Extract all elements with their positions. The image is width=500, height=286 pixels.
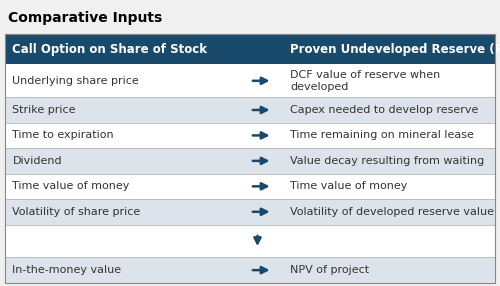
- Bar: [5, 174, 495, 199]
- Text: Time to expiration: Time to expiration: [12, 130, 114, 140]
- Text: Capex needed to develop reserve: Capex needed to develop reserve: [290, 105, 478, 115]
- Text: Call Option on Share of Stock: Call Option on Share of Stock: [12, 43, 207, 56]
- Text: NPV of project: NPV of project: [290, 265, 369, 275]
- Bar: [5, 199, 495, 225]
- Bar: [5, 225, 495, 257]
- Bar: [5, 34, 495, 64]
- Text: Value decay resulting from waiting: Value decay resulting from waiting: [290, 156, 484, 166]
- Text: Volatility of share price: Volatility of share price: [12, 207, 141, 217]
- Bar: [5, 64, 495, 97]
- Bar: [5, 148, 495, 174]
- Text: In-the-money value: In-the-money value: [12, 265, 122, 275]
- Bar: [5, 97, 495, 123]
- Bar: [5, 34, 495, 283]
- Bar: [5, 257, 495, 283]
- Text: Volatility of developed reserve value: Volatility of developed reserve value: [290, 207, 494, 217]
- Bar: [5, 123, 495, 148]
- Text: Strike price: Strike price: [12, 105, 76, 115]
- Text: Comparative Inputs: Comparative Inputs: [8, 11, 162, 25]
- Text: Proven Undeveloped Reserve (PUD): Proven Undeveloped Reserve (PUD): [290, 43, 500, 56]
- Text: Time value of money: Time value of money: [290, 181, 408, 191]
- Text: Dividend: Dividend: [12, 156, 62, 166]
- Text: Time value of money: Time value of money: [12, 181, 130, 191]
- Text: DCF value of reserve when
developed: DCF value of reserve when developed: [290, 70, 440, 92]
- Text: Underlying share price: Underlying share price: [12, 76, 139, 86]
- Text: Time remaining on mineral lease: Time remaining on mineral lease: [290, 130, 474, 140]
